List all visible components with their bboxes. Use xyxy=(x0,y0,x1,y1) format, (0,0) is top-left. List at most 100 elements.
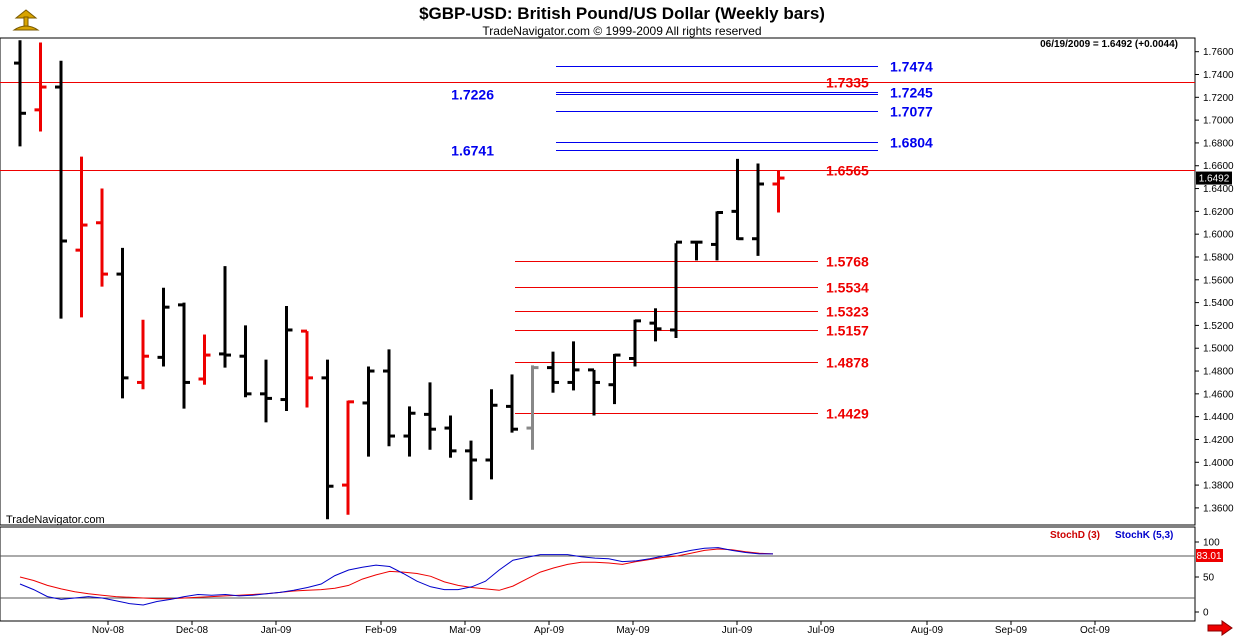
ohlc-bar xyxy=(34,42,47,132)
y-tick-label: 1.5200 xyxy=(1203,321,1234,332)
ohlc-bar xyxy=(178,302,190,409)
y-tick-label: 1.7600 xyxy=(1203,47,1234,58)
ohlc-bar xyxy=(260,359,272,423)
trumpet-logo-icon xyxy=(12,9,40,31)
ohlc-bar xyxy=(301,329,313,408)
y-tick-label: 1.4800 xyxy=(1203,367,1234,378)
ohlc-bar xyxy=(526,365,539,450)
ohlc-bar xyxy=(608,353,621,405)
stoch-pane-frame xyxy=(0,526,1196,622)
stoch-d-legend: StochD (3) xyxy=(1050,530,1100,541)
y-tick-label: 1.6800 xyxy=(1203,138,1234,149)
ohlc-bar xyxy=(444,415,457,458)
price-level-label: 1.4429 xyxy=(826,406,869,422)
y-tick-label: 1.7000 xyxy=(1203,116,1234,127)
stoch-tick-label: 50 xyxy=(1203,573,1215,584)
ohlc-bar xyxy=(588,368,600,416)
y-tick-label: 1.4600 xyxy=(1203,389,1234,400)
y-tick-label: 1.6600 xyxy=(1203,161,1234,172)
ohlc-bar xyxy=(198,334,211,385)
price-level-label: 1.5323 xyxy=(826,304,869,320)
y-tick-label: 1.7400 xyxy=(1203,70,1234,81)
last-price-label: 1.6492 xyxy=(1199,174,1230,185)
x-tick-label: Sep-09 xyxy=(995,625,1028,636)
y-tick-label: 1.4400 xyxy=(1203,412,1234,423)
x-tick-label: Aug-09 xyxy=(911,625,944,636)
price-level-label: 1.6741 xyxy=(451,143,494,159)
price-level-label: 1.7474 xyxy=(890,59,933,75)
x-tick-label: May-09 xyxy=(616,625,650,636)
y-tick-label: 1.7200 xyxy=(1203,93,1234,104)
ohlc-bar xyxy=(116,247,129,399)
ohlc-bar xyxy=(75,156,88,318)
stoch-value-tag: 83.01 xyxy=(1196,549,1223,562)
header: $GBP-USD: British Pound/US Dollar (Weekl… xyxy=(419,4,825,38)
ohlc-bar xyxy=(55,60,67,319)
y-tick-label: 1.4200 xyxy=(1203,435,1234,446)
x-tick-label: Oct-09 xyxy=(1080,625,1110,636)
price-level-label: 1.6804 xyxy=(890,135,933,151)
price-level-label: 1.7077 xyxy=(890,104,933,120)
ohlc-bar xyxy=(752,163,764,256)
price-level-label: 1.5768 xyxy=(826,254,869,270)
ohlc-bar xyxy=(157,287,170,367)
ohlc-bar xyxy=(772,170,785,213)
last-price-tag: 1.6492 xyxy=(1196,171,1232,185)
price-level-label: 1.6565 xyxy=(826,163,869,179)
x-tick-label: Jan-09 xyxy=(261,625,292,636)
x-tick-label: Apr-09 xyxy=(534,625,564,636)
stoch-k-legend: StochK (5,3) xyxy=(1115,530,1173,541)
chart-subtitle: TradeNavigator.com © 1999-2009 All right… xyxy=(482,24,761,38)
y-tick-label: 1.5000 xyxy=(1203,344,1234,355)
x-tick-label: Mar-09 xyxy=(449,625,481,636)
ohlc-bar xyxy=(485,389,498,480)
y-tick-label: 1.6200 xyxy=(1203,207,1234,218)
ohlc-bar xyxy=(280,306,293,411)
ohlc-bar xyxy=(690,240,703,261)
price-level-label: 1.7226 xyxy=(451,87,494,103)
ohlc-bar xyxy=(137,319,149,390)
x-tick-label: Jun-09 xyxy=(722,625,753,636)
ohlc-bar xyxy=(96,188,108,287)
ohlc-bar xyxy=(649,308,662,342)
x-tick-label: Nov-08 xyxy=(92,625,125,636)
ohlc-bar xyxy=(383,349,395,447)
scroll-right-button[interactable] xyxy=(1207,620,1233,636)
ohlc-bar xyxy=(424,382,436,450)
y-tick-label: 1.3800 xyxy=(1203,481,1234,492)
y-axis: 1.3600 1.3800 1.4000 1.4200 1.4400 1.4600 1.48… xyxy=(1195,47,1234,514)
stochastic-indicator: 100 50 0 xyxy=(0,538,1220,619)
price-pane-frame xyxy=(0,37,1196,526)
ohlc-bar xyxy=(731,158,744,241)
ohlc-bar xyxy=(342,400,354,515)
ohlc-bar xyxy=(465,440,477,500)
brand-label: TradeNavigator.com xyxy=(6,514,105,526)
stoch-d-line xyxy=(19,548,774,600)
ohlc-bar xyxy=(219,266,231,368)
y-tick-label: 1.5800 xyxy=(1203,252,1234,263)
ohlc-bar xyxy=(362,366,375,457)
ohlc-bar xyxy=(670,240,682,338)
ohlc-bar xyxy=(403,406,416,457)
ohlc-bar xyxy=(567,341,580,391)
stoch-value-label: 83.01 xyxy=(1196,551,1221,562)
x-tick-label: Feb-09 xyxy=(365,625,397,636)
price-level-label: 1.5157 xyxy=(826,323,869,339)
x-tick-label: Dec-08 xyxy=(176,625,209,636)
price-level-label: 1.7335 xyxy=(826,75,869,91)
stoch-k-line xyxy=(19,547,773,606)
ohlc-bar xyxy=(14,40,26,147)
x-tick-label: Jul-09 xyxy=(807,625,835,636)
y-tick-label: 1.4000 xyxy=(1203,458,1234,469)
price-level-label: 1.7245 xyxy=(890,85,933,101)
price-bars xyxy=(14,40,785,520)
ohlc-bar xyxy=(321,359,334,520)
ohlc-bar xyxy=(239,325,252,398)
chart-title: $GBP-USD: British Pound/US Dollar (Weekl… xyxy=(419,4,825,23)
quote-readout: 06/19/2009 = 1.6492 (+0.0044) xyxy=(1040,39,1178,50)
y-tick-label: 1.6400 xyxy=(1203,184,1234,195)
y-tick-label: 1.5600 xyxy=(1203,275,1234,286)
